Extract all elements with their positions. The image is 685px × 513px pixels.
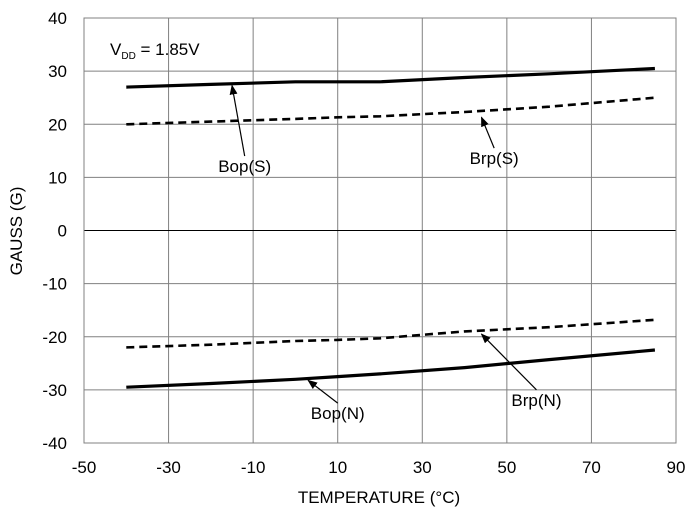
series-label: Bop(S) [218, 157, 271, 176]
plot-frame [83, 17, 677, 444]
x-tick-label: -10 [241, 458, 266, 477]
y-axis-label: GAUSS (G) [7, 187, 26, 276]
vdd-annotation: VDD = 1.85V [110, 40, 200, 62]
x-tick-labels: -50 -30 -10 10 30 50 70 90 [72, 458, 685, 477]
y-tick-label: 10 [48, 168, 67, 187]
series-line-bopn [126, 348, 656, 389]
x-axis-label: TEMPERATURE (°C) [298, 488, 460, 507]
y-tick-label: 30 [48, 62, 67, 81]
x-tick-label: -30 [156, 458, 181, 477]
series-lines [126, 66, 656, 389]
callout-arrow [229, 84, 246, 157]
vdd-subscript: DD [121, 51, 135, 62]
vdd-main: V [110, 40, 122, 59]
callout-arrow [307, 379, 339, 404]
y-tick-label: -10 [42, 275, 67, 294]
series-line-bops [126, 66, 655, 89]
x-tick-label: -50 [72, 458, 97, 477]
y-tick-label: -20 [42, 328, 67, 347]
callout-arrow [480, 116, 495, 149]
y-tick-label: -30 [42, 381, 67, 400]
y-tick-labels: -40 -30 -20 -10 0 10 20 30 40 [42, 9, 67, 453]
x-tick-label: 90 [667, 458, 685, 477]
x-tick-label: 10 [328, 458, 347, 477]
series-label: Brp(S) [470, 149, 519, 168]
x-tick-label: 70 [582, 458, 601, 477]
y-tick-label: -40 [42, 434, 67, 453]
series-callouts: Bop(S) Brp(S) Brp(N) Bop(N) [218, 84, 561, 423]
series-line-brps [126, 96, 656, 126]
vdd-value: = 1.85V [136, 40, 200, 59]
callout-arrow [480, 333, 537, 391]
y-tick-label: 20 [48, 115, 67, 134]
series-label: Brp(N) [511, 391, 561, 410]
y-tick-label: 40 [48, 9, 67, 28]
y-tick-label: 0 [58, 222, 67, 241]
x-tick-label: 50 [497, 458, 516, 477]
series-label: Bop(N) [311, 404, 365, 423]
series-line-brpn [126, 318, 655, 349]
x-tick-label: 30 [413, 458, 432, 477]
